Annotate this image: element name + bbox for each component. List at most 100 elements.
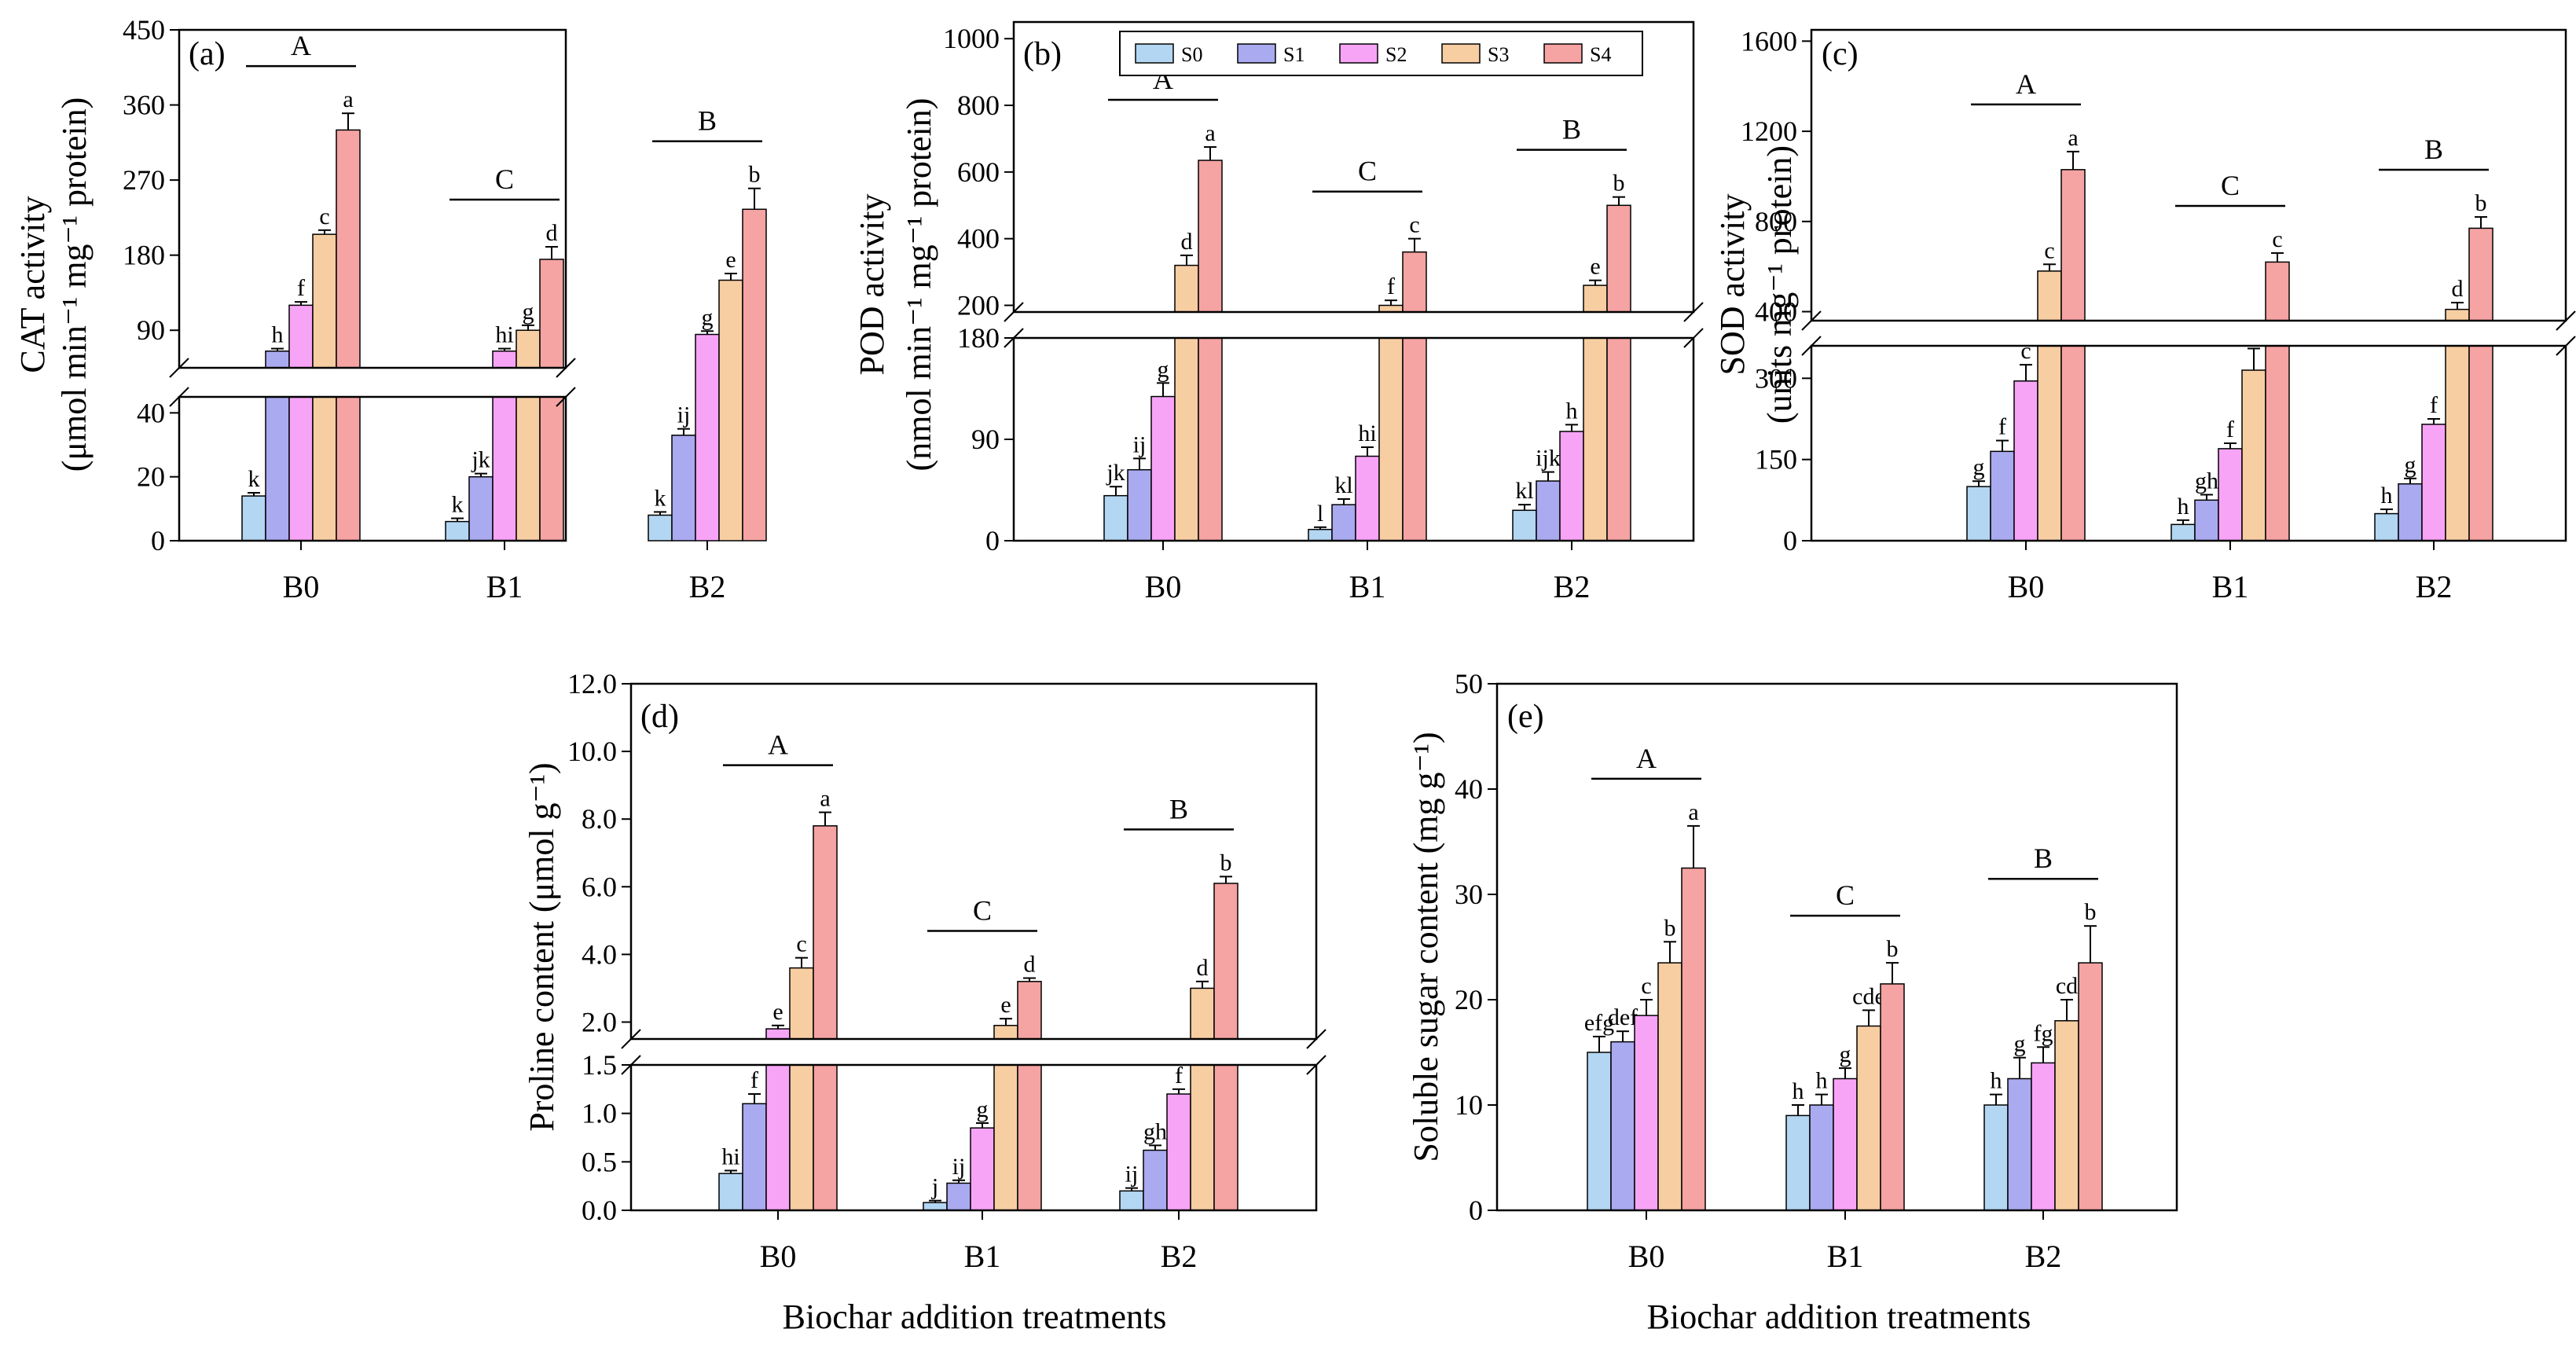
- bar-b-S1-B0: [1127, 468, 1152, 542]
- bar-d-S0-B1: [923, 1202, 948, 1211]
- bar-a-S3-B2: [718, 279, 743, 542]
- significance-letter: g: [1158, 356, 1169, 382]
- bar-e-S2-B2: [2031, 1062, 2056, 1211]
- x-category-label: B0: [2008, 569, 2045, 604]
- legend-label-S1: S1: [1283, 43, 1305, 66]
- bar-b-S4-B0: [1198, 160, 1223, 542]
- group-letter: A: [1636, 743, 1657, 774]
- bar-d-S2-B1: [970, 1127, 995, 1211]
- bar-c-S1-B0: [1990, 450, 2015, 542]
- bar-b-S0-B2: [1512, 509, 1537, 542]
- significance-letter: c: [1641, 973, 1651, 999]
- bar-c-S4-B2: [2468, 227, 2493, 542]
- y-tick-label: 90: [137, 314, 165, 346]
- significance-letter: e: [772, 999, 783, 1025]
- bar-c-S3-B0: [2037, 270, 2062, 542]
- significance-letter: d: [2452, 276, 2464, 302]
- significance-letter: a: [1688, 799, 1698, 825]
- legend-label-S3: S3: [1488, 43, 1509, 66]
- significance-letter: f: [2430, 392, 2438, 418]
- bar-b-S1-B2: [1536, 480, 1561, 542]
- significance-letter: g: [1840, 1041, 1851, 1067]
- x-category-label: B0: [1145, 569, 1182, 604]
- bar-d-S4-B0: [813, 825, 838, 1211]
- y-tick-label: 90: [971, 424, 1000, 455]
- bar-c-S2-B0: [2013, 380, 2038, 542]
- x-category-label: B0: [760, 1239, 797, 1274]
- significance-letter: kl: [1334, 472, 1352, 498]
- y-tick-label: 0: [151, 525, 165, 556]
- y-tick-label: 10: [1455, 1089, 1483, 1121]
- significance-letter: h: [2381, 483, 2393, 508]
- y-tick-label: 150: [1755, 444, 1797, 475]
- bar-e-S1-B1: [1809, 1104, 1834, 1211]
- bar-d-S1-B0: [742, 1103, 767, 1211]
- y-tick-label: 180: [123, 240, 165, 271]
- bar-b-S4-B1: [1402, 251, 1427, 542]
- y-tick-label: 450: [123, 14, 165, 46]
- group-letter: B: [1169, 793, 1188, 824]
- y-tick-label: 40: [1455, 773, 1483, 805]
- bar-a-S1-B2: [671, 435, 696, 542]
- bar-a-S0-B2: [648, 514, 673, 542]
- x-category-label: B1: [964, 1239, 1001, 1274]
- significance-letter: a: [343, 86, 353, 112]
- y-tick-label: 50: [1455, 668, 1483, 699]
- x-category-label: B2: [2416, 569, 2453, 604]
- bar-d-S3-B2: [1190, 987, 1215, 1211]
- y-tick-label: 0: [1469, 1195, 1483, 1226]
- axis-break-gap: [1813, 321, 2564, 346]
- bar-b-S0-B0: [1103, 494, 1128, 542]
- y-tick-label: 20: [137, 461, 165, 493]
- significance-letter: d: [546, 220, 558, 246]
- significance-letter: ij: [1125, 1162, 1139, 1188]
- bar-e-S3-B0: [1657, 962, 1682, 1211]
- significance-letter: hi: [721, 1144, 739, 1169]
- bar-d-S1-B2: [1143, 1149, 1168, 1211]
- bar-d-S3-B0: [789, 967, 814, 1211]
- plot-frame: [1495, 682, 2178, 1212]
- significance-letter: h: [2178, 494, 2189, 519]
- bar-c-S0-B0: [1966, 486, 1991, 542]
- axis-break-gap: [1015, 312, 1692, 338]
- significance-letter: f: [1998, 414, 2006, 440]
- significance-letter: f: [750, 1067, 758, 1093]
- bar-a-S2-B0: [288, 304, 314, 542]
- significance-letter: b: [1613, 171, 1625, 196]
- axis-break-gap: [181, 368, 564, 397]
- legend-swatch-S4: [1543, 43, 1583, 64]
- panel-label: (e): [1507, 699, 1544, 735]
- bar-b-S3-B1: [1378, 304, 1404, 542]
- x-category-label: B2: [1554, 569, 1591, 604]
- y-tick-label: 200: [957, 290, 1000, 321]
- significance-letter: b: [2085, 899, 2097, 925]
- bar-a-S0-B0: [241, 495, 266, 542]
- plot-frame-lower: [178, 395, 567, 542]
- bar-a-S0-B1: [445, 520, 470, 542]
- bar-b-S3-B0: [1174, 264, 1199, 542]
- significance-letter: c: [2044, 237, 2054, 263]
- significance-letter: e: [1000, 992, 1011, 1018]
- significance-letter: ij: [1133, 431, 1147, 457]
- significance-letter: fg: [2034, 1020, 2053, 1046]
- significance-letter: l: [1317, 501, 1323, 527]
- significance-letter: kl: [1515, 478, 1533, 504]
- bar-e-S2-B0: [1634, 1015, 1659, 1211]
- bar-c-S2-B2: [2421, 424, 2446, 542]
- y-tick-label: 30: [1455, 879, 1483, 910]
- significance-letter: g: [2405, 452, 2416, 478]
- significance-letter: c: [796, 931, 806, 957]
- plot-frame-lower: [629, 1063, 1318, 1212]
- y-tick-label: 400: [1755, 296, 1797, 328]
- significance-letter: b: [749, 162, 761, 188]
- legend-label-S2: S2: [1385, 43, 1407, 66]
- y-tick-label: 20: [1455, 984, 1483, 1015]
- bar-e-S0-B0: [1587, 1052, 1612, 1211]
- bar-b-S2-B2: [1559, 431, 1584, 542]
- panel-label: (a): [189, 36, 226, 72]
- significance-letter: gh: [1143, 1118, 1167, 1144]
- bar-a-S4-B0: [336, 129, 361, 542]
- significance-letter: cd: [2056, 973, 2078, 999]
- bar-a-S3-B1: [516, 329, 541, 542]
